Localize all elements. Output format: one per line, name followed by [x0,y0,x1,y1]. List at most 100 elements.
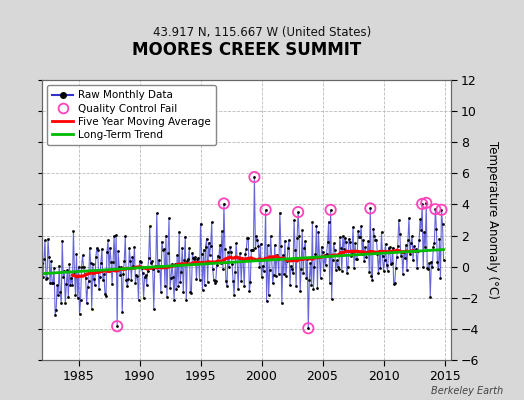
Point [136,259,145,265]
Point [342,238,350,245]
Point [125,245,134,252]
Point [97,260,105,266]
Point [78,264,86,270]
Point [294,209,302,215]
Point [436,275,445,282]
Point [266,267,274,274]
Point [363,249,372,255]
Point [110,233,118,239]
Point [374,270,383,276]
Point [250,174,259,180]
Point [323,239,332,245]
Point [127,277,136,283]
Point [60,268,69,274]
Point [248,247,257,253]
Point [103,249,111,255]
Point [304,325,312,332]
Point [45,253,53,260]
Point [135,258,144,264]
Point [90,276,98,282]
Point [336,234,344,240]
Point [133,273,141,280]
Point [424,266,432,272]
Point [71,292,80,298]
Point [117,264,125,270]
Point [346,239,354,245]
Point [405,215,413,222]
Point [54,292,62,298]
Point [360,258,368,264]
Point [112,232,121,238]
Point [158,238,166,245]
Point [246,278,255,285]
Point [150,264,159,271]
Point [334,264,342,270]
Point [254,243,263,250]
Point [293,235,301,242]
Point [104,237,112,243]
Point [249,246,258,253]
Point [311,251,320,258]
Point [38,260,46,266]
Point [272,252,281,258]
Point [329,256,337,263]
Point [383,262,391,268]
Point [70,269,79,275]
Point [124,276,133,283]
Point [120,258,128,264]
Point [50,264,58,271]
Point [220,200,228,207]
Point [95,285,103,292]
Point [167,275,175,282]
Text: Berkeley Earth: Berkeley Earth [431,386,503,396]
Point [209,266,217,272]
Point [395,217,403,223]
Point [46,280,54,287]
Point [217,228,226,234]
Point [433,259,442,266]
Point [367,272,376,279]
Point [214,252,222,259]
Point [229,278,237,284]
Point [226,244,234,250]
Point [419,264,428,271]
Point [253,237,261,243]
Point [277,242,285,249]
Point [186,288,194,295]
Point [58,237,67,244]
Point [53,282,61,288]
Point [116,272,124,279]
Point [193,256,202,262]
Point [106,244,114,251]
Point [92,254,100,260]
Point [86,260,95,266]
Point [63,266,72,273]
Point [270,242,279,248]
Point [52,307,60,314]
Point [287,263,295,269]
Point [427,258,435,265]
Point [172,286,180,292]
Point [243,234,252,241]
Point [348,249,356,256]
Point [143,282,151,288]
Point [267,233,275,240]
Point [139,295,148,302]
Point [422,200,430,206]
Point [292,283,300,289]
Point [345,236,353,242]
Point [310,264,319,270]
Point [418,201,427,207]
Point [384,268,392,274]
Point [430,240,439,246]
Point [200,246,208,253]
Point [199,287,207,293]
Point [280,270,288,277]
Point [350,265,358,271]
Point [250,174,259,180]
Point [397,252,405,259]
Point [171,261,179,267]
Point [297,266,305,272]
Point [77,297,85,304]
Point [431,206,440,212]
